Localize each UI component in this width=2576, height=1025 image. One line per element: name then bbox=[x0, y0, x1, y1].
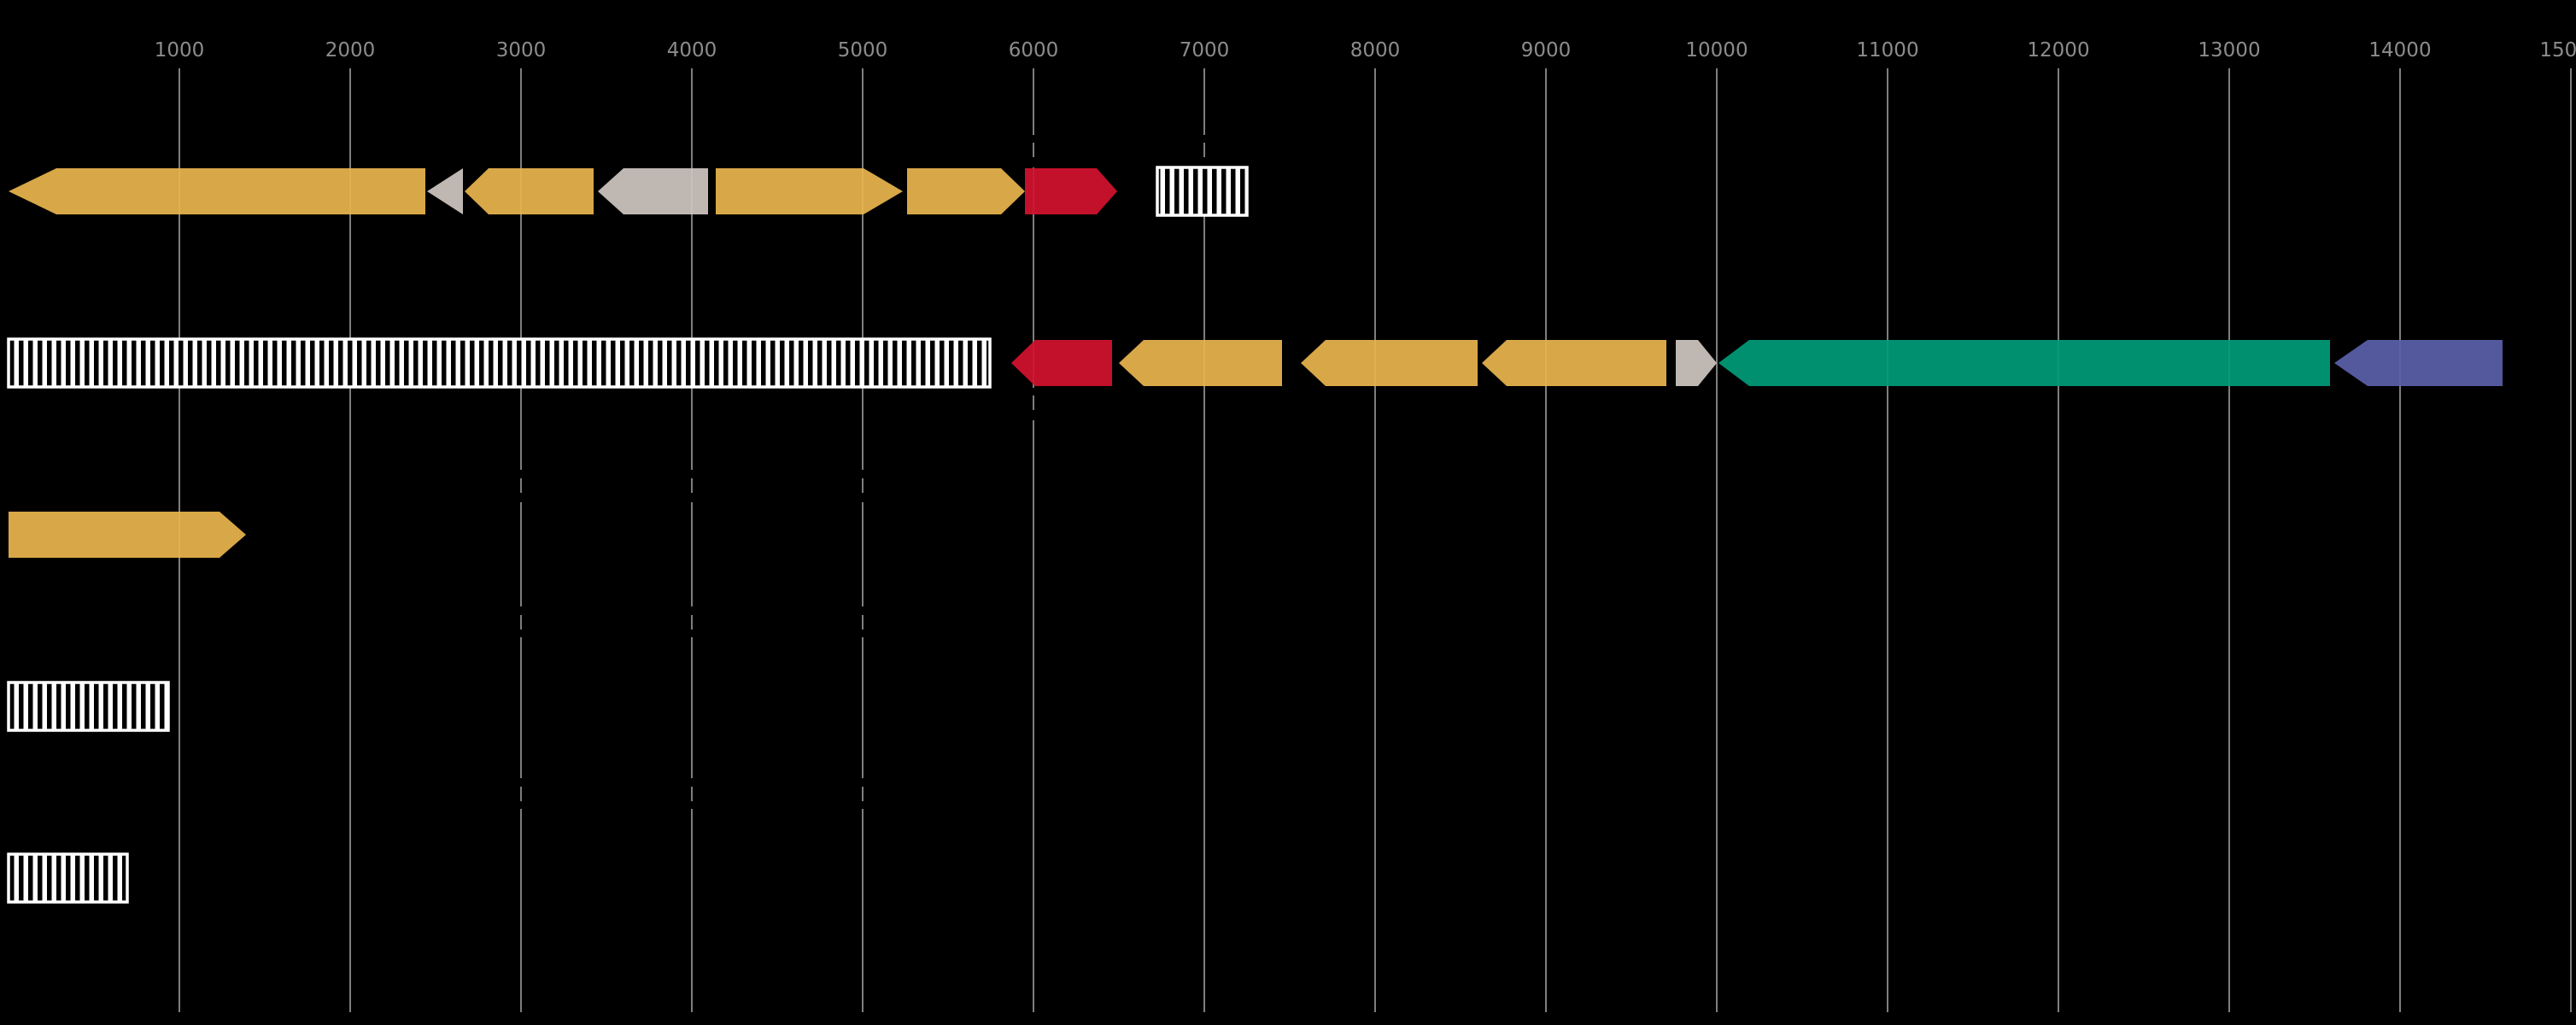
track-1-gene-arrow-2-gold bbox=[465, 168, 594, 214]
axis-tick-label-14000: 14000 bbox=[2368, 39, 2431, 62]
track-2-gene-arrow-4-gold bbox=[1482, 340, 1666, 386]
axis-tick-label-4000: 4000 bbox=[667, 39, 717, 62]
axis-tick-label-11000: 11000 bbox=[1856, 39, 1918, 62]
track-2-gene-arrow-7-blue bbox=[2334, 340, 2503, 386]
track-1-gene-arrow-3-gray bbox=[598, 168, 708, 214]
track-2-gene-arrow-3-gold bbox=[1301, 340, 1478, 386]
axis-tick-label-10000: 10000 bbox=[1685, 39, 1748, 62]
track-2-gene-arrow-6-green bbox=[1718, 340, 2330, 386]
axis-tick-label-5000: 5000 bbox=[838, 39, 888, 62]
track-2-hatched-box-0 bbox=[7, 337, 992, 389]
axis-tick-label-12000: 12000 bbox=[2027, 39, 2089, 62]
track-2-gene-arrow-2-gold bbox=[1119, 340, 1282, 386]
axis-tick-label-8000: 8000 bbox=[1350, 39, 1401, 62]
track-1-gene-arrow-5-gold bbox=[907, 168, 1025, 214]
axis-tick-label-6000: 6000 bbox=[1009, 39, 1059, 62]
track-2-gene-arrow-1-red bbox=[1011, 340, 1112, 386]
axis-tick-label-13000: 13000 bbox=[2198, 39, 2260, 62]
track-1-gene-arrow-6-red bbox=[1025, 168, 1117, 214]
track-1-hatched-box-7 bbox=[1156, 166, 1249, 217]
axis-tick-label-9000: 9000 bbox=[1521, 39, 1572, 62]
axis-tick-label-1000: 1000 bbox=[155, 39, 205, 62]
track-1-gene-arrow-0-gold bbox=[9, 168, 425, 214]
axis-tick-label-2000: 2000 bbox=[325, 39, 376, 62]
track-3-gene-arrow-0-gold bbox=[9, 512, 246, 558]
track-5-hatched-box-0 bbox=[7, 852, 129, 904]
track-1-gene-arrow-4-gold bbox=[716, 168, 903, 214]
axis-tick-label-7000: 7000 bbox=[1180, 39, 1230, 62]
track-1-gene-arrow-1-gray bbox=[427, 168, 463, 214]
track-4-hatched-box-0 bbox=[7, 681, 170, 732]
axis-tick-label-3000: 3000 bbox=[496, 39, 547, 62]
axis-tick-label-15000: 15000 bbox=[2539, 39, 2576, 62]
track-2-gene-arrow-5-gray bbox=[1676, 340, 1717, 386]
